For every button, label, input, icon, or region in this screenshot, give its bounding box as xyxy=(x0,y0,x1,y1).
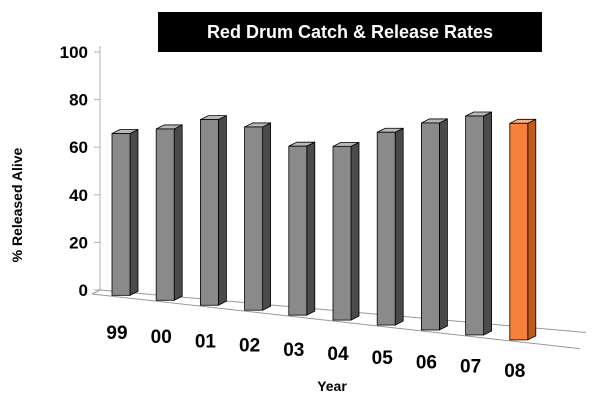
bar xyxy=(332,141,360,321)
y-axis-label: % Released Alive xyxy=(9,147,25,262)
bar-front xyxy=(420,122,440,331)
bar-front xyxy=(465,115,485,336)
bar-front xyxy=(332,145,352,321)
bar xyxy=(199,114,227,306)
x-tick-label: 07 xyxy=(460,357,481,378)
x-tick-label: 02 xyxy=(239,336,260,357)
chart-title: Red Drum Catch & Release Rates xyxy=(158,12,542,52)
bar-front xyxy=(509,122,529,341)
x-tick-label: 04 xyxy=(327,344,349,365)
y-tick-label: 100 xyxy=(60,43,88,62)
bar-side xyxy=(217,114,227,306)
x-tick-label: 05 xyxy=(372,348,394,369)
bar-side xyxy=(527,118,537,341)
bar-side xyxy=(350,141,360,321)
y-tick-label: 40 xyxy=(69,186,88,205)
x-tick-label: 03 xyxy=(283,340,304,361)
bar-side xyxy=(438,118,448,331)
bar-front xyxy=(288,145,308,316)
x-tick-label: 06 xyxy=(416,352,437,373)
y-tick-label: 20 xyxy=(69,233,88,252)
x-tick-label: 01 xyxy=(195,331,217,352)
bar-side xyxy=(173,124,183,301)
x-tick-label: 08 xyxy=(504,361,525,382)
floor-left-edge xyxy=(91,289,101,295)
y-tick-label: 0 xyxy=(79,281,88,300)
bar xyxy=(111,128,139,296)
bar-side xyxy=(262,122,272,311)
bar-side xyxy=(483,111,493,336)
bar-front xyxy=(111,133,131,296)
x-tick-label: 99 xyxy=(106,323,127,344)
bar-front xyxy=(244,126,264,311)
floor-front-edge xyxy=(91,293,581,350)
labels-layer: 0 20 40 60 80 100 % Released Alive 99 00 01 02 03 04… xyxy=(9,43,525,394)
bar-side xyxy=(306,141,316,316)
bar-side xyxy=(129,128,139,296)
bar xyxy=(288,141,316,316)
bar xyxy=(155,124,183,301)
x-tick-label: 00 xyxy=(151,327,172,348)
bar-side xyxy=(394,127,404,326)
bar-highlight xyxy=(509,118,537,341)
bar xyxy=(376,127,404,326)
y-tick-label: 60 xyxy=(69,138,88,157)
y-tick-label: 80 xyxy=(69,91,88,110)
bar-front xyxy=(155,128,175,301)
x-axis-label: Year xyxy=(317,378,347,394)
bars-layer xyxy=(111,111,537,341)
bar-front xyxy=(376,131,396,326)
bar xyxy=(420,118,448,331)
bar xyxy=(244,122,272,311)
bar-front xyxy=(199,119,219,306)
bar xyxy=(465,111,493,336)
